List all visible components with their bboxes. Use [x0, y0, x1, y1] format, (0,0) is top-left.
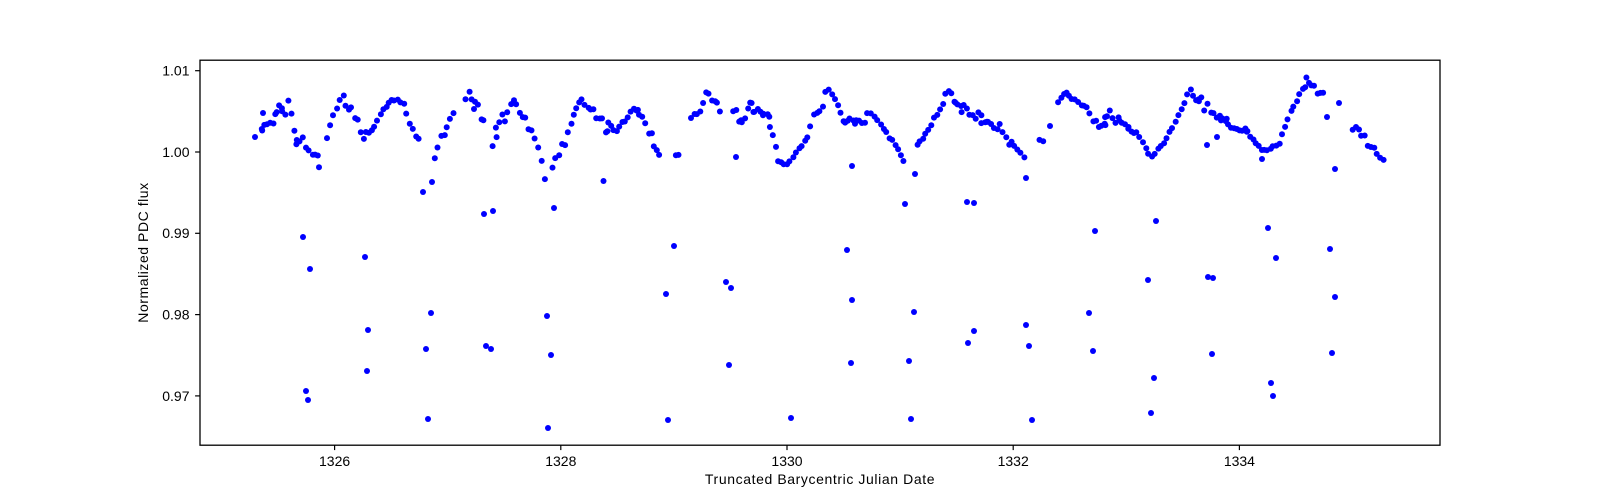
svg-text:1330: 1330 [771, 453, 802, 469]
svg-text:Normalized PDC flux: Normalized PDC flux [135, 182, 151, 322]
svg-text:1332: 1332 [998, 453, 1029, 469]
svg-text:1328: 1328 [545, 453, 576, 469]
svg-text:1334: 1334 [1224, 453, 1255, 469]
svg-text:1326: 1326 [319, 453, 350, 469]
svg-text:0.98: 0.98 [162, 307, 189, 323]
svg-text:1.01: 1.01 [162, 63, 189, 79]
svg-text:Truncated Barycentric Julian D: Truncated Barycentric Julian Date [705, 471, 935, 487]
svg-text:0.99: 0.99 [162, 225, 189, 241]
svg-text:1.00: 1.00 [162, 144, 189, 160]
svg-text:0.97: 0.97 [162, 388, 189, 404]
